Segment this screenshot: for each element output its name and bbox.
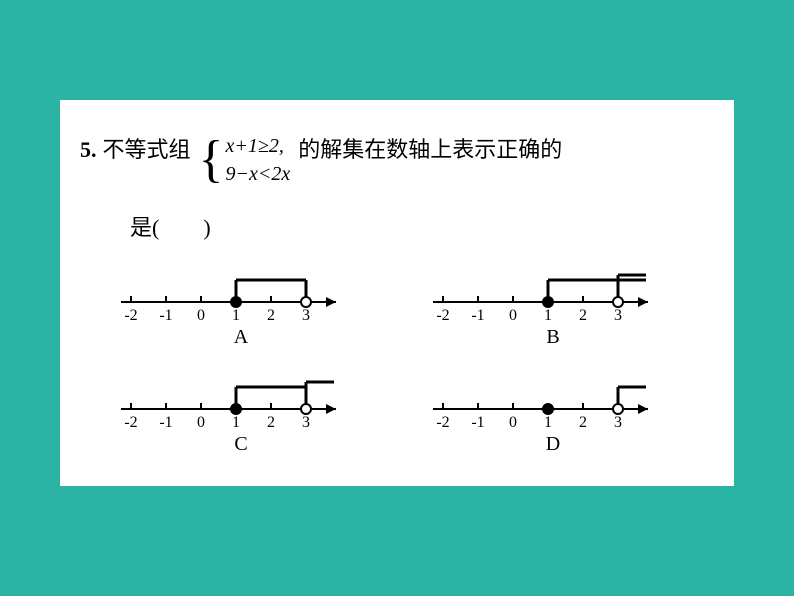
- svg-text:3: 3: [614, 307, 622, 322]
- svg-text:1: 1: [232, 307, 240, 322]
- numberline-d: -2 -1 0 1 2 3: [423, 369, 683, 429]
- choices-grid: -2 -1 0 1 2 3 A -2 -1 0 1 2 3 B -2 -1 0 1 2 3 C -2 -1 0 1 2…: [80, 262, 714, 456]
- svg-text:0: 0: [197, 414, 205, 429]
- svg-text:-2: -2: [124, 307, 137, 322]
- choice-c: -2 -1 0 1 2 3 C: [100, 369, 382, 456]
- svg-text:2: 2: [267, 414, 275, 429]
- svg-text:0: 0: [509, 307, 517, 322]
- question-panel: 5. 不等式组 { x+1≥2, 9−x<2x 的解集在数轴上表示正确的 是( …: [60, 100, 734, 486]
- svg-text:-1: -1: [159, 307, 172, 322]
- svg-text:3: 3: [302, 414, 310, 429]
- svg-text:1: 1: [544, 414, 552, 429]
- equations: x+1≥2, 9−x<2x: [225, 132, 290, 188]
- svg-text:2: 2: [579, 307, 587, 322]
- svg-text:-1: -1: [159, 414, 172, 429]
- svg-text:-2: -2: [436, 307, 449, 322]
- svg-text:0: 0: [197, 307, 205, 322]
- choice-d: -2 -1 0 1 2 3 D: [412, 369, 694, 456]
- choice-label-d: D: [546, 433, 560, 456]
- svg-text:2: 2: [579, 414, 587, 429]
- numberline-c: -2 -1 0 1 2 3: [111, 369, 371, 429]
- svg-text:-1: -1: [471, 307, 484, 322]
- svg-text:3: 3: [302, 307, 310, 322]
- equation-2: 9−x<2x: [225, 160, 290, 188]
- choice-label-a: A: [234, 326, 248, 349]
- svg-text:1: 1: [232, 414, 240, 429]
- svg-text:3: 3: [614, 414, 622, 429]
- equation-system: { x+1≥2, 9−x<2x: [199, 130, 291, 190]
- numberline-b: -2 -1 0 1 2 3: [423, 262, 683, 322]
- numberline-a: -2 -1 0 1 2 3: [111, 262, 371, 322]
- question-number: 5.: [80, 130, 97, 170]
- svg-text:2: 2: [267, 307, 275, 322]
- question-text-after: 的解集在数轴上表示正确的: [298, 130, 562, 170]
- question-header: 5. 不等式组 { x+1≥2, 9−x<2x 的解集在数轴上表示正确的: [80, 130, 714, 190]
- choice-a: -2 -1 0 1 2 3 A: [100, 262, 382, 349]
- question-text-before: 不等式组: [103, 130, 191, 170]
- question-second-line: 是( ): [130, 210, 714, 242]
- svg-text:0: 0: [509, 414, 517, 429]
- choice-b: -2 -1 0 1 2 3 B: [412, 262, 694, 349]
- equation-1: x+1≥2,: [225, 132, 290, 160]
- svg-text:-2: -2: [124, 414, 137, 429]
- svg-text:1: 1: [544, 307, 552, 322]
- choice-label-c: C: [234, 433, 247, 456]
- choice-label-b: B: [546, 326, 559, 349]
- svg-text:-2: -2: [436, 414, 449, 429]
- svg-text:-1: -1: [471, 414, 484, 429]
- brace-icon: {: [199, 130, 224, 190]
